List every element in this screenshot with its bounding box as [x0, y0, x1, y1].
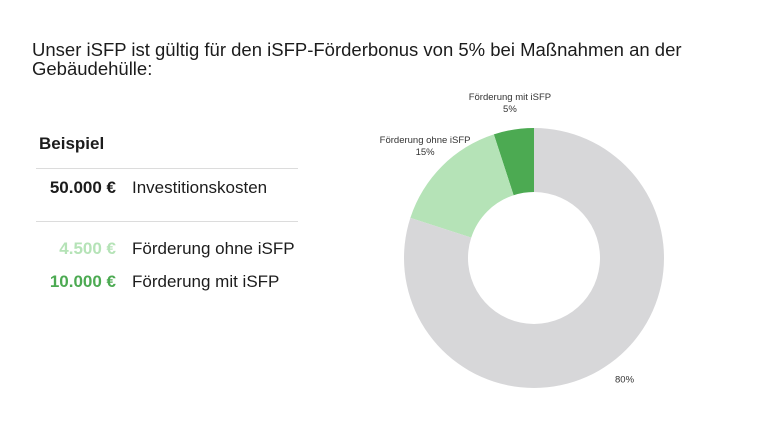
slice-value-rest: 80% [615, 375, 635, 386]
slice-f-rderung-mit-isfp [493, 128, 534, 196]
divider-top [36, 168, 298, 169]
slice-label-f-rderung-ohne-isfp: Förderung ohne iSFP [380, 135, 471, 146]
funding-without-label: Förderung ohne iSFP [132, 239, 295, 258]
funding-with-amount: 10.000 € [49, 272, 116, 291]
slice-value-f-rderung-ohne-isfp: 15% [416, 147, 436, 158]
slice-label-f-rderung-mit-isfp: Förderung mit iSFP [469, 92, 551, 103]
divider-middle [36, 221, 298, 222]
funding-with-label: Förderung mit iSFP [132, 272, 280, 291]
investment-label: Investitionskosten [132, 178, 268, 197]
funding-without-amount: 4.500 € [59, 239, 116, 258]
slice-rest [404, 128, 664, 388]
page-headline: Unser iSFP ist gültig für den iSFP-Förde… [32, 39, 682, 79]
slice-f-rderung-ohne-isfp [410, 134, 514, 238]
investment-amount: 50.000 € [49, 178, 116, 197]
slice-value-f-rderung-mit-isfp: 5% [503, 104, 517, 115]
example-title: Beispiel [39, 134, 105, 153]
